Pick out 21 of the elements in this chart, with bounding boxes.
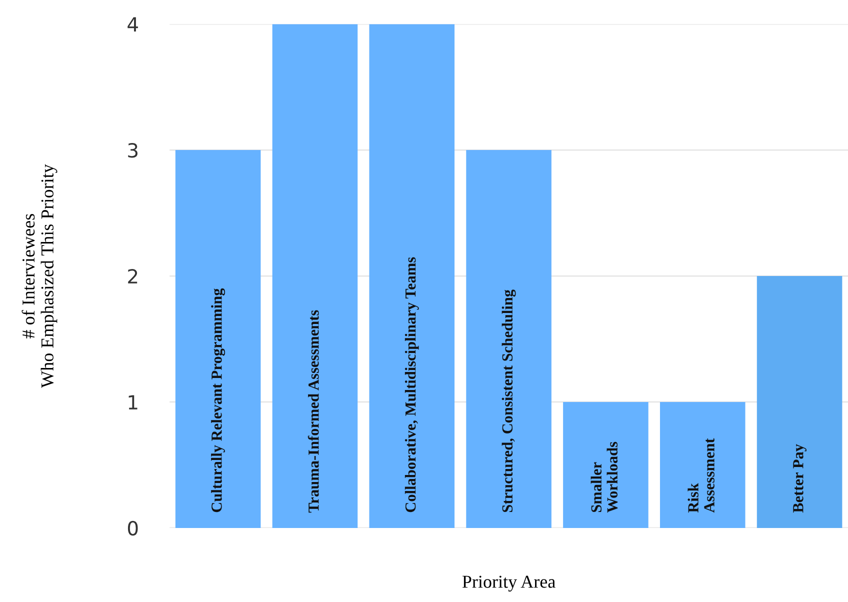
x-tick-label: Structured, Consistent Scheduling: [502, 290, 516, 512]
bar: [272, 24, 358, 528]
x-tick-label: Collaborative, Multidisciplinary Teams: [404, 257, 419, 512]
x-tick-label: Risk Assessment: [688, 438, 714, 513]
bar: [369, 24, 455, 528]
y-tick-label: 2: [128, 268, 138, 284]
y-tick-label: 3: [128, 143, 138, 158]
bar: [175, 150, 261, 528]
bar: [660, 402, 746, 528]
bar: [563, 402, 648, 528]
bar: [756, 276, 842, 528]
y-tick-label: 4: [128, 17, 138, 32]
x-axis-title: Priority Area: [462, 576, 556, 592]
y-tick-label: 0: [128, 520, 138, 536]
x-tick-label: Trauma-Informed Assessments: [308, 310, 319, 513]
x-tick-label: Better Pay: [793, 444, 806, 513]
y-axis-title: # of Interviewees Who Emphasized This Priority: [22, 164, 58, 388]
x-tick-label: Smaller Workloads: [590, 442, 618, 513]
x-tick-label: Culturally Relevant Programming: [211, 288, 226, 512]
bar: [466, 150, 552, 528]
y-tick-label: 1: [128, 395, 138, 410]
